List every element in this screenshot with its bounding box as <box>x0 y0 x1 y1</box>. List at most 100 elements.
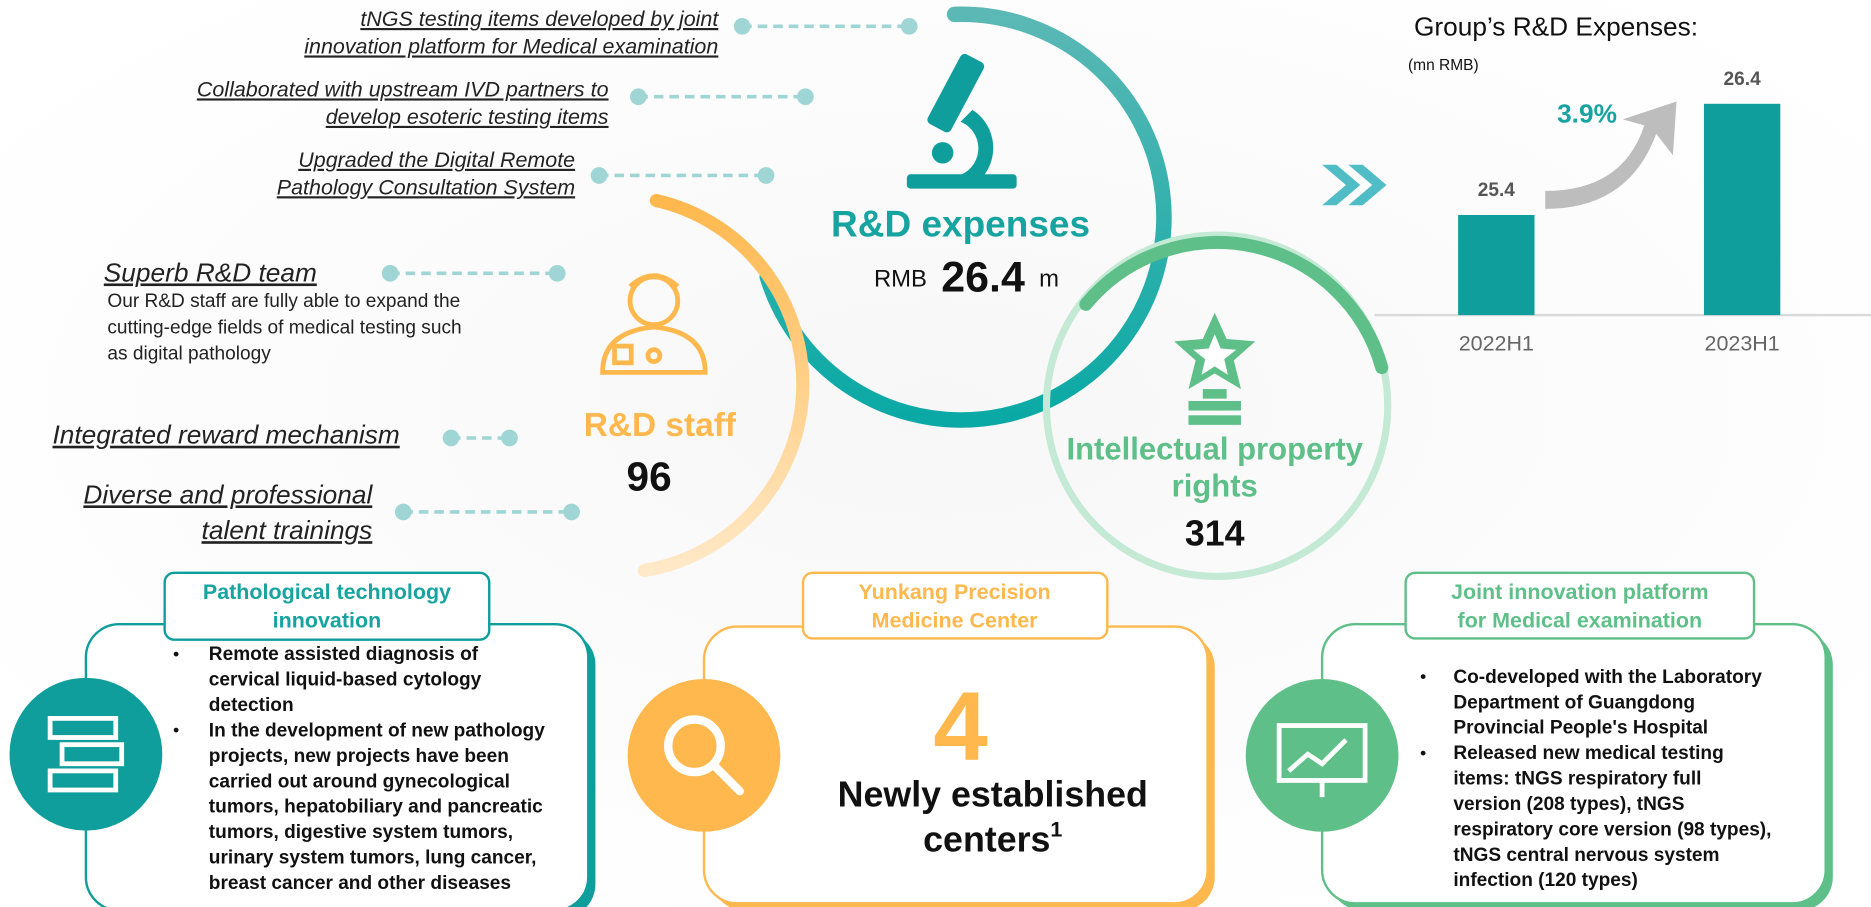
rd-expenses-value: RMB 26.4 m <box>874 254 1059 302</box>
value-label: 26.4 <box>1724 69 1762 90</box>
bullet-text: In the development of new pathology <box>209 720 545 741</box>
item-text: Diverse and professional <box>83 479 373 509</box>
box-2 <box>627 571 1215 907</box>
box-3 <box>1245 571 1833 907</box>
unit-label: (mn RMB) <box>1408 57 1479 74</box>
connector-dot <box>757 167 775 184</box>
item-description: cutting-edge fields of medical testing s… <box>107 317 461 338</box>
box-icon <box>627 679 781 832</box>
box-title: Pathological technology <box>203 580 451 604</box>
books-icon <box>47 716 125 793</box>
green-arc <box>1079 235 1389 375</box>
green-ring <box>1042 231 1392 580</box>
ip-value: 314 <box>1185 513 1245 553</box>
rd-staff-value: 96 <box>627 453 672 499</box>
bullet-text: version (208 types), tNGS <box>1453 794 1684 815</box>
bullet-dot: • <box>173 720 179 740</box>
box-icon <box>9 677 163 831</box>
ip-title: rights <box>1172 468 1258 503</box>
connector-dot <box>590 167 608 184</box>
connector-dot <box>797 88 814 106</box>
box-title: for Medical examination <box>1458 608 1703 632</box>
connector-dot <box>442 429 460 447</box>
growth-arrow <box>1545 101 1677 209</box>
prefix: RMB <box>874 266 927 293</box>
bullet-text: projects, new projects have been <box>209 746 509 767</box>
bullet-text: carried out around gynecological <box>209 771 510 792</box>
rd-expenses-title: R&D expenses <box>831 204 1090 245</box>
item-text: tNGS testing items developed by joint <box>360 7 719 31</box>
connector-dot <box>548 264 566 282</box>
connector-dot <box>381 264 399 282</box>
value-label: 25.4 <box>1478 180 1516 201</box>
bullet-text: Department of Guangdong <box>1453 692 1695 713</box>
box-title: Medicine Center <box>872 608 1038 632</box>
connector-dot <box>563 503 580 521</box>
box-label <box>1404 571 1756 640</box>
item-text: Superb R&D team <box>104 257 317 287</box>
bullet-dot: • <box>1420 667 1426 687</box>
box-1 <box>9 571 596 907</box>
bullet-text: tumors, hepatobiliary and pancreatic <box>209 797 543 818</box>
bullet-dot: • <box>1420 743 1426 763</box>
connector-dot <box>900 17 918 35</box>
item-description: as digital pathology <box>107 344 271 365</box>
ip-title: Intellectual property <box>1066 431 1363 466</box>
bullet-text: infection (120 types) <box>1453 870 1637 891</box>
bullet-text: tumors, digestive system tumors, <box>209 822 513 843</box>
bullet-text: Provincial People's Hospital <box>1453 718 1708 739</box>
search-icon <box>664 715 744 796</box>
bullet-text: cervical liquid-based cytology <box>209 670 482 691</box>
x-tick-label: 2023H1 <box>1705 332 1780 356</box>
connector-dot <box>733 17 751 35</box>
bullet-text: urinary system tumors, lung cancer, <box>209 848 537 869</box>
box-title: Joint innovation platform <box>1451 580 1709 604</box>
box-caption: Newly established <box>838 775 1148 815</box>
bullet-text: Released new medical testing <box>1453 743 1723 764</box>
connector-dot <box>501 429 518 447</box>
orange-arc <box>637 193 810 578</box>
box-icon <box>1245 679 1399 832</box>
chart-title: Group’s R&D Expenses: <box>1414 12 1698 42</box>
box-title: innovation <box>273 608 382 632</box>
bullet-text: detection <box>209 695 294 716</box>
box-caption: centers1 <box>923 817 1062 860</box>
item-text: Pathology Consultation System <box>277 175 575 199</box>
value: 26.4 <box>941 254 1025 302</box>
item-description: Our R&D staff are fully able to expand t… <box>107 291 460 312</box>
box-title: Yunkang Precision <box>859 580 1051 604</box>
bullet-text: breast cancer and other diseases <box>209 873 511 894</box>
item-text: Integrated reward mechanism <box>53 420 400 450</box>
microscope-icon <box>906 53 1017 189</box>
trophy-icon <box>1174 312 1256 425</box>
bar <box>1703 103 1781 316</box>
box-label <box>801 571 1109 640</box>
x-tick-label: 2022H1 <box>1459 332 1534 356</box>
footnote: 1 <box>1050 817 1062 841</box>
screen-icon <box>1276 723 1368 798</box>
bullet-text: respiratory core version (98 types), <box>1453 819 1771 840</box>
bullet-text: Co-developed with the Laboratory <box>1453 667 1762 688</box>
item-text: innovation platform for Medical examinat… <box>304 34 718 58</box>
item-text: Collaborated with upstream IVD partners … <box>197 77 609 101</box>
bullet-text: Remote assisted diagnosis of <box>209 644 479 665</box>
chevrons <box>1322 164 1387 206</box>
teal-arc <box>759 6 1172 428</box>
item-text: develop esoteric testing items <box>326 105 609 129</box>
unit: m <box>1039 266 1059 293</box>
connector-dot <box>630 88 647 106</box>
item-text: Upgraded the Digital Remote <box>298 148 575 172</box>
caption-text: centers <box>923 820 1050 860</box>
bullet-text: tNGS central nervous system <box>1453 845 1719 866</box>
bullet-text: items: tNGS respiratory full <box>1453 769 1701 790</box>
staff-icon <box>600 273 708 375</box>
connector-dot <box>394 503 412 521</box>
rd-staff-title: R&D staff <box>584 407 737 444</box>
bullet-dot: • <box>173 644 179 664</box>
item-text: talent trainings <box>202 515 373 545</box>
growth-label: 3.9% <box>1557 99 1617 129</box>
bar <box>1458 214 1535 316</box>
box-number: 4 <box>933 671 987 781</box>
box-label <box>163 571 491 641</box>
